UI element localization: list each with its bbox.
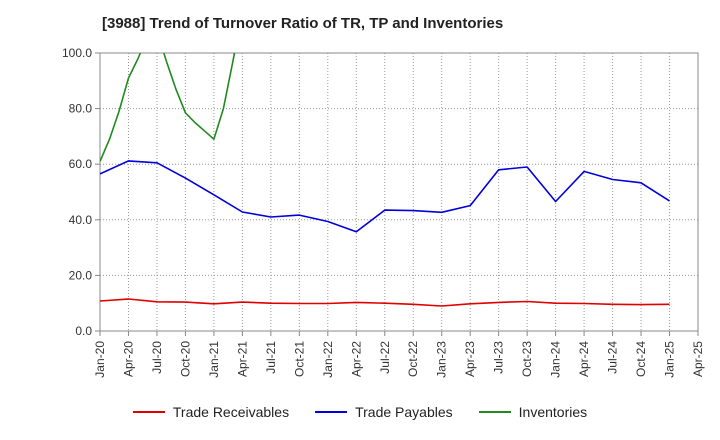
x-tick-label: Oct-24 — [634, 341, 648, 377]
legend-label: Trade Receivables — [172, 404, 290, 420]
x-tick-label: Jan-24 — [549, 341, 563, 378]
x-tick-label: Jan-22 — [321, 341, 335, 378]
y-tick-labels: 0.0 20.0 40.0 60.0 80.0 100.0 — [62, 46, 92, 338]
x-tick-label: Jan-21 — [207, 341, 221, 378]
x-tick-label: Jul-24 — [606, 341, 620, 374]
series-line-inventories — [100, 53, 236, 162]
x-tick-label: Apr-22 — [349, 341, 363, 377]
grid — [99, 52, 699, 332]
legend-swatch — [132, 411, 165, 413]
legend-swatch — [478, 411, 511, 413]
x-tick-label: Oct-20 — [178, 341, 192, 377]
chart-title: [3988] Trend of Turnover Ratio of TR, TP… — [102, 15, 504, 32]
x-tick-label: Apr-21 — [235, 341, 249, 377]
plot-frame — [99, 52, 699, 332]
x-tick-label: Oct-22 — [406, 341, 420, 377]
x-tick-label: Apr-20 — [121, 341, 135, 377]
x-tick-label: Jul-22 — [378, 341, 392, 374]
legend-label: Trade Payables — [355, 404, 453, 420]
y-tick-label: 0.0 — [75, 324, 92, 338]
y-tick-label: 100.0 — [62, 46, 92, 60]
legend-item-trade-receivables: Trade Receivables — [132, 404, 290, 420]
y-tick-label: 80.0 — [69, 102, 93, 116]
series-line-trade-payables — [100, 160, 670, 233]
x-tick-label: Apr-23 — [463, 341, 477, 377]
axes — [95, 52, 699, 336]
legend-swatch — [315, 411, 348, 413]
y-tick-label: 40.0 — [69, 213, 93, 227]
x-tick-label: Apr-25 — [691, 341, 705, 377]
legend-item-trade-payables: Trade Payables — [315, 404, 453, 420]
x-tick-label: Jul-23 — [492, 341, 506, 374]
y-tick-label: 20.0 — [69, 268, 93, 282]
x-tick-labels: Jan-20 Apr-20 Jul-20 Oct-20 Jan-21 Apr-21 Jul-… — [93, 341, 705, 378]
x-tick-label: Jul-21 — [264, 341, 278, 374]
series-line-trade-receivables — [100, 298, 670, 307]
x-tick-label: Oct-23 — [520, 341, 534, 377]
x-tick-label: Jan-25 — [663, 341, 677, 378]
legend-label: Inventories — [518, 404, 588, 420]
x-tick-label: Jan-23 — [435, 341, 449, 378]
legend-item-inventories: Inventories — [478, 404, 588, 420]
x-tick-label: Jan-20 — [93, 341, 107, 378]
x-tick-label: Apr-24 — [577, 341, 591, 377]
legend: Trade Receivables Trade Payables Inventori… — [0, 404, 720, 420]
series-layer — [100, 53, 670, 307]
x-tick-label: Jul-20 — [150, 341, 164, 374]
y-tick-label: 60.0 — [69, 157, 93, 171]
x-tick-label: Oct-21 — [292, 341, 306, 377]
